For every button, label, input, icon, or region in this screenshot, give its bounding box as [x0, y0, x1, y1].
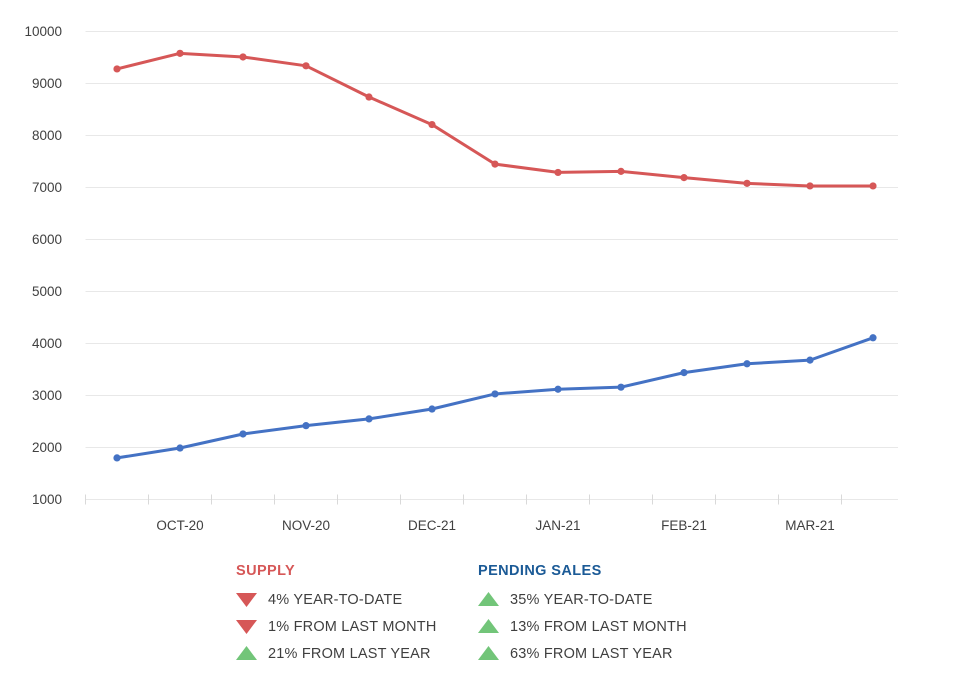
data-point	[176, 444, 184, 452]
x-axis-label: OCT-20	[156, 518, 203, 533]
data-point	[743, 179, 751, 187]
x-axis-label: DEC-21	[408, 518, 456, 533]
legend-supply-row-month: 1% FROM LAST MONTH	[236, 618, 437, 635]
arrow-down-icon	[236, 620, 257, 634]
legend-stat-label: 4% YEAR-TO-DATE	[268, 591, 403, 608]
arrow-up-icon	[478, 646, 499, 660]
data-point	[554, 168, 562, 177]
x-axis-label: NOV-20	[282, 518, 330, 533]
data-point	[365, 93, 373, 101]
y-axis-label: 7000	[32, 180, 62, 195]
data-point	[869, 334, 877, 342]
y-axis-label: 5000	[32, 284, 62, 299]
data-point	[491, 390, 499, 398]
y-axis-label: 1000	[32, 492, 62, 507]
legend-stat-label: 13% FROM LAST MONTH	[510, 618, 687, 635]
data-point	[428, 405, 436, 413]
data-point	[680, 369, 688, 377]
data-point	[806, 182, 814, 190]
arrow-down-icon	[236, 593, 257, 607]
y-axis-label: 2000	[32, 440, 62, 455]
y-axis-label: 3000	[32, 388, 62, 403]
data-point	[428, 120, 436, 129]
series-line-blue	[115, 336, 875, 460]
x-axis-label: JAN-21	[535, 518, 580, 533]
data-point	[239, 53, 247, 61]
legend-supply-column: SUPPLY 4% YEAR-TO-DATE 1% FROM LAST MONT…	[236, 563, 437, 672]
data-point	[617, 383, 625, 391]
x-axis-label: MAR-21	[785, 518, 835, 533]
y-axis-label: 6000	[32, 232, 62, 247]
y-axis-label: 10000	[24, 24, 62, 39]
data-point	[113, 65, 121, 73]
supply-pending-sales-chart: 1000 2000 3000 4000 5000 6000 7000 8000 9000 1000…	[24, 24, 898, 533]
data-point	[491, 160, 499, 168]
legend-pending-row-year: 63% FROM LAST YEAR	[478, 645, 687, 662]
data-point	[365, 415, 373, 423]
data-point	[554, 385, 562, 393]
legend-stat-label: 1% FROM LAST MONTH	[268, 618, 437, 635]
legend-pending-sales-column: PENDING SALES 35% YEAR-TO-DATE 13% FROM …	[478, 563, 687, 672]
arrow-up-icon	[236, 646, 257, 660]
legend-supply-title: SUPPLY	[236, 563, 296, 579]
legend-pending-row-ytd: 35% YEAR-TO-DATE	[478, 591, 687, 608]
legend-stat-label: 21% FROM LAST YEAR	[268, 645, 431, 662]
legend-stat-label: 63% FROM LAST YEAR	[510, 645, 673, 662]
data-point	[743, 360, 751, 368]
legend-supply-row-ytd: 4% YEAR-TO-DATE	[236, 591, 437, 608]
data-point	[239, 430, 247, 438]
data-point	[617, 167, 625, 175]
data-point	[302, 422, 310, 430]
legend-stat-label: 35% YEAR-TO-DATE	[510, 591, 653, 608]
arrow-up-icon	[478, 619, 499, 633]
legend-pending-row-month: 13% FROM LAST MONTH	[478, 618, 687, 635]
y-axis-label: 9000	[32, 76, 62, 91]
legend-supply-row-year: 21% FROM LAST YEAR	[236, 645, 437, 662]
data-point	[113, 454, 121, 462]
arrow-up-icon	[478, 592, 499, 606]
y-axis-label: 4000	[32, 336, 62, 351]
data-point	[302, 62, 310, 70]
chart-svg: 1000 2000 3000 4000 5000 6000 7000 8000 9000 1000…	[24, 24, 898, 533]
data-point	[869, 182, 877, 190]
legend-pending-sales-title: PENDING SALES	[478, 563, 602, 579]
chart-legend: SUPPLY 4% YEAR-TO-DATE 1% FROM LAST MONT…	[0, 563, 958, 693]
data-point	[680, 174, 688, 182]
x-axis-label: FEB-21	[661, 518, 707, 533]
data-point	[806, 356, 814, 364]
y-axis-label: 8000	[32, 128, 62, 143]
data-point	[176, 49, 184, 57]
